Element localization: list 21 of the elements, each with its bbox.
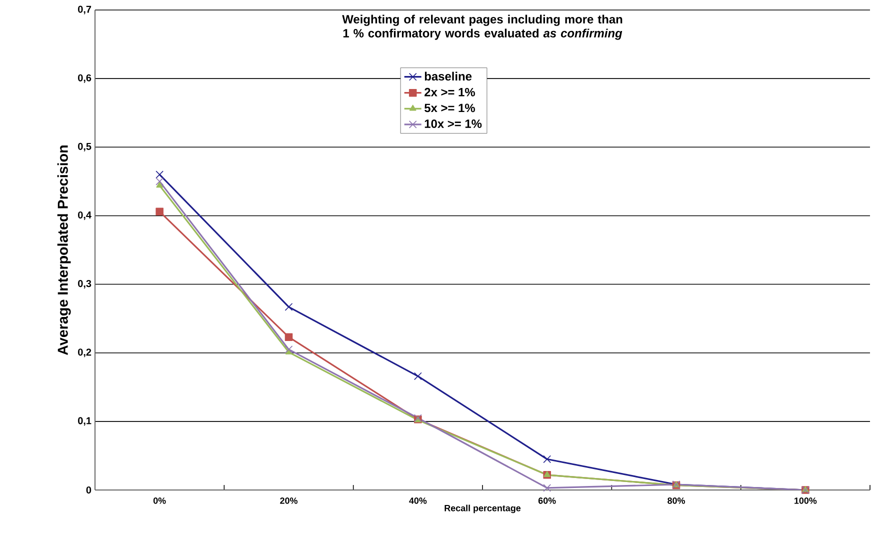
x-tick-label: 80% [668, 498, 685, 504]
y-tick-label: 0,5 [78, 142, 92, 152]
legend-label: baseline [424, 72, 472, 81]
y-tick-label: 0 [86, 486, 92, 494]
y-tick-label: 0,7 [78, 6, 92, 14]
legend-label: 10x >= 1% [424, 120, 482, 128]
x-axis-title: Recall percentage [444, 504, 521, 514]
y-tick-label: 0,1 [78, 417, 92, 426]
y-tick-label: 0,3 [78, 280, 92, 289]
legend-label: 2x >= 1% [424, 88, 475, 96]
y-axis-title: Average Interpolated Precision [57, 146, 71, 356]
x-tick-label: 60% [538, 498, 556, 504]
legend-label: 5x >= 1% [424, 104, 475, 112]
text: Weighting of relevant pages including more than 1 % confirmatory words evaluated as confirming [342, 14, 622, 40]
y-tick-label: 0,2 [78, 348, 92, 358]
x-tick-label: 20% [280, 498, 298, 504]
y-tick-label: 0,6 [78, 74, 92, 83]
x-tick-label: 100% [794, 498, 817, 504]
x-tick-label: 0% [153, 498, 166, 504]
y-tick-label: 0,4 [78, 211, 92, 220]
x-tick-label: 40% [409, 498, 427, 504]
